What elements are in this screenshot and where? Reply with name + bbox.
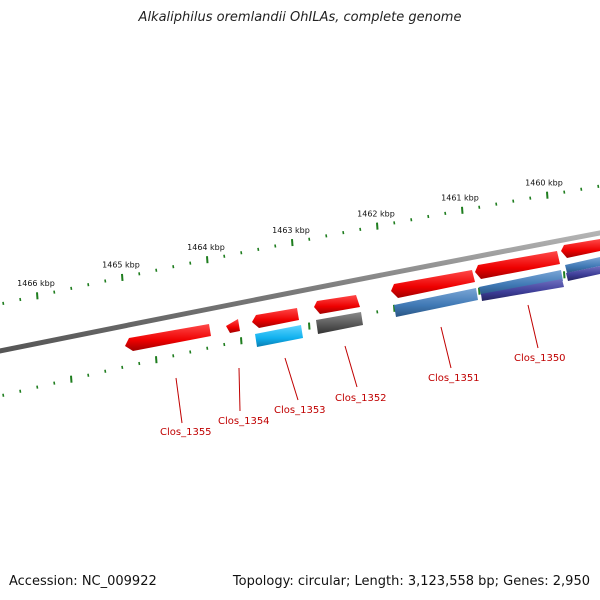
feature-block-steel-2[interactable] — [479, 270, 563, 295]
outer-ruler-minor-tick — [240, 251, 243, 255]
outer-ruler-minor-tick — [563, 190, 566, 194]
ruler-label: 1466 kbp — [17, 279, 55, 288]
accession-label: Accession: NC_009922 — [9, 574, 157, 589]
inner-ruler-minor-tick — [87, 373, 90, 377]
outer-ruler-minor-tick — [257, 247, 260, 251]
feature-block-navy[interactable] — [481, 279, 564, 301]
reverse-features — [255, 257, 600, 347]
feature-block-cyan[interactable] — [255, 325, 303, 347]
ruler-label: 1465 kbp — [102, 261, 140, 270]
outer-ruler-minor-tick — [70, 286, 73, 290]
inner-ruler-minor-tick — [2, 393, 5, 397]
outer-ruler-major-tick — [36, 292, 39, 300]
genome-summary: Topology: circular; Length: 3,123,558 bp… — [232, 574, 590, 589]
outer-ruler-major-tick — [121, 273, 124, 281]
inner-ruler-minor-tick — [189, 350, 192, 354]
outer-ruler-minor-tick — [308, 237, 311, 241]
outer-ruler-minor-tick — [512, 199, 515, 203]
outer-ruler-minor-tick — [2, 301, 5, 305]
inner-ruler-major-tick — [155, 356, 158, 364]
feature-block-steel-3[interactable] — [565, 257, 600, 273]
outer-ruler-major-tick — [291, 239, 294, 247]
outer-ruler-minor-tick — [427, 214, 430, 219]
outer-ruler-minor-tick — [189, 261, 192, 265]
inner-ruler-major-tick — [240, 337, 243, 345]
gene-label-clos-1351[interactable]: Clos_1351 — [428, 373, 480, 384]
outer-ruler-major-tick — [376, 222, 379, 230]
outer-ruler-major-tick — [461, 206, 464, 214]
inner-ruler-major-tick — [393, 304, 396, 312]
outer-ruler-minor-tick — [87, 283, 90, 287]
ruler-label: 1463 kbp — [272, 226, 310, 235]
forward-genes — [125, 239, 600, 351]
outer-ruler-minor-tick — [393, 221, 396, 225]
outer-ruler-major-tick — [546, 191, 549, 199]
outer-ruler-minor-tick — [19, 297, 22, 302]
inner-ruler-major-tick — [70, 375, 73, 383]
outer-ruler-minor-tick — [478, 205, 481, 209]
inner-ruler-minor-tick — [53, 381, 56, 385]
gene-label-clos-1350[interactable]: Clos_1350 — [514, 353, 566, 364]
outer-ruler-minor-tick — [104, 279, 107, 283]
ruler-label: 1461 kbp — [441, 194, 479, 203]
outer-ruler-minor-tick — [410, 218, 413, 222]
outer-ruler-minor-tick — [444, 211, 447, 216]
inner-ruler-major-tick — [308, 322, 311, 330]
ruler-label: 1464 kbp — [187, 243, 225, 252]
genome-backbone — [0, 230, 600, 354]
inner-ruler-minor-tick — [172, 354, 175, 358]
inner-ruler-minor-tick — [121, 365, 124, 370]
inner-ruler-minor-tick — [206, 346, 209, 350]
gene-label-clos-1355[interactable]: Clos_1355 — [160, 427, 212, 438]
inner-ruler-minor-tick — [19, 389, 22, 393]
outer-ruler-minor-tick — [172, 265, 175, 269]
gene-arrow-clos-1350[interactable] — [475, 251, 560, 279]
inner-ruler-minor-tick — [376, 310, 379, 314]
ruler-label: 1462 kbp — [357, 209, 395, 218]
gene-arrow-clos-1354[interactable] — [226, 319, 240, 333]
map-title: Alkaliphilus oremlandii OhILAs, complete… — [138, 10, 462, 25]
gene-labels: Clos_1355 Clos_1354 Clos_1353 Clos_1352 … — [160, 353, 566, 438]
outer-ruler-minor-tick — [580, 187, 583, 191]
inner-ruler-minor-tick — [36, 385, 39, 389]
gene-label-clos-1354[interactable]: Clos_1354 — [218, 416, 270, 427]
outer-ruler — [2, 184, 600, 305]
gene-label-clos-1352[interactable]: Clos_1352 — [335, 393, 387, 404]
outer-ruler-minor-tick — [53, 290, 56, 294]
gene-arrow-clos-1351[interactable] — [391, 270, 475, 298]
gene-arrow-next[interactable] — [561, 239, 600, 258]
gene-leader-lines — [175, 304, 539, 424]
outer-ruler-minor-tick — [597, 184, 600, 188]
outer-ruler-minor-tick — [359, 227, 362, 231]
outer-ruler-minor-tick — [138, 272, 141, 276]
ruler-label: 1460 kbp — [525, 179, 563, 188]
feature-block-navy-2[interactable] — [566, 266, 600, 281]
outer-ruler-minor-tick — [274, 244, 277, 248]
gene-arrow-clos-1353[interactable] — [252, 308, 299, 328]
inner-ruler-minor-tick — [104, 369, 107, 373]
outer-ruler-minor-tick — [342, 230, 345, 235]
outer-ruler-minor-tick — [223, 254, 226, 258]
gene-arrow-clos-1352[interactable] — [314, 295, 360, 314]
gene-arrow-clos-1355[interactable] — [125, 324, 211, 351]
outer-ruler-minor-tick — [325, 234, 328, 238]
outer-ruler-minor-tick — [495, 202, 498, 206]
ruler-labels: 1466 kbp 1465 kbp 1464 kbp 1463 kbp 1462 kbp… — [17, 179, 563, 288]
inner-ruler-minor-tick — [138, 361, 141, 366]
outer-ruler-minor-tick — [529, 196, 532, 200]
outer-ruler-minor-tick — [155, 268, 158, 272]
inner-ruler-major-tick — [478, 287, 481, 295]
inner-ruler-minor-tick — [223, 342, 226, 347]
feature-block-steel-1[interactable] — [394, 288, 478, 317]
inner-ruler-major-tick — [563, 271, 566, 279]
outer-ruler-major-tick — [206, 256, 209, 264]
gene-label-clos-1353[interactable]: Clos_1353 — [274, 405, 326, 416]
feature-block-gray[interactable] — [316, 312, 363, 334]
